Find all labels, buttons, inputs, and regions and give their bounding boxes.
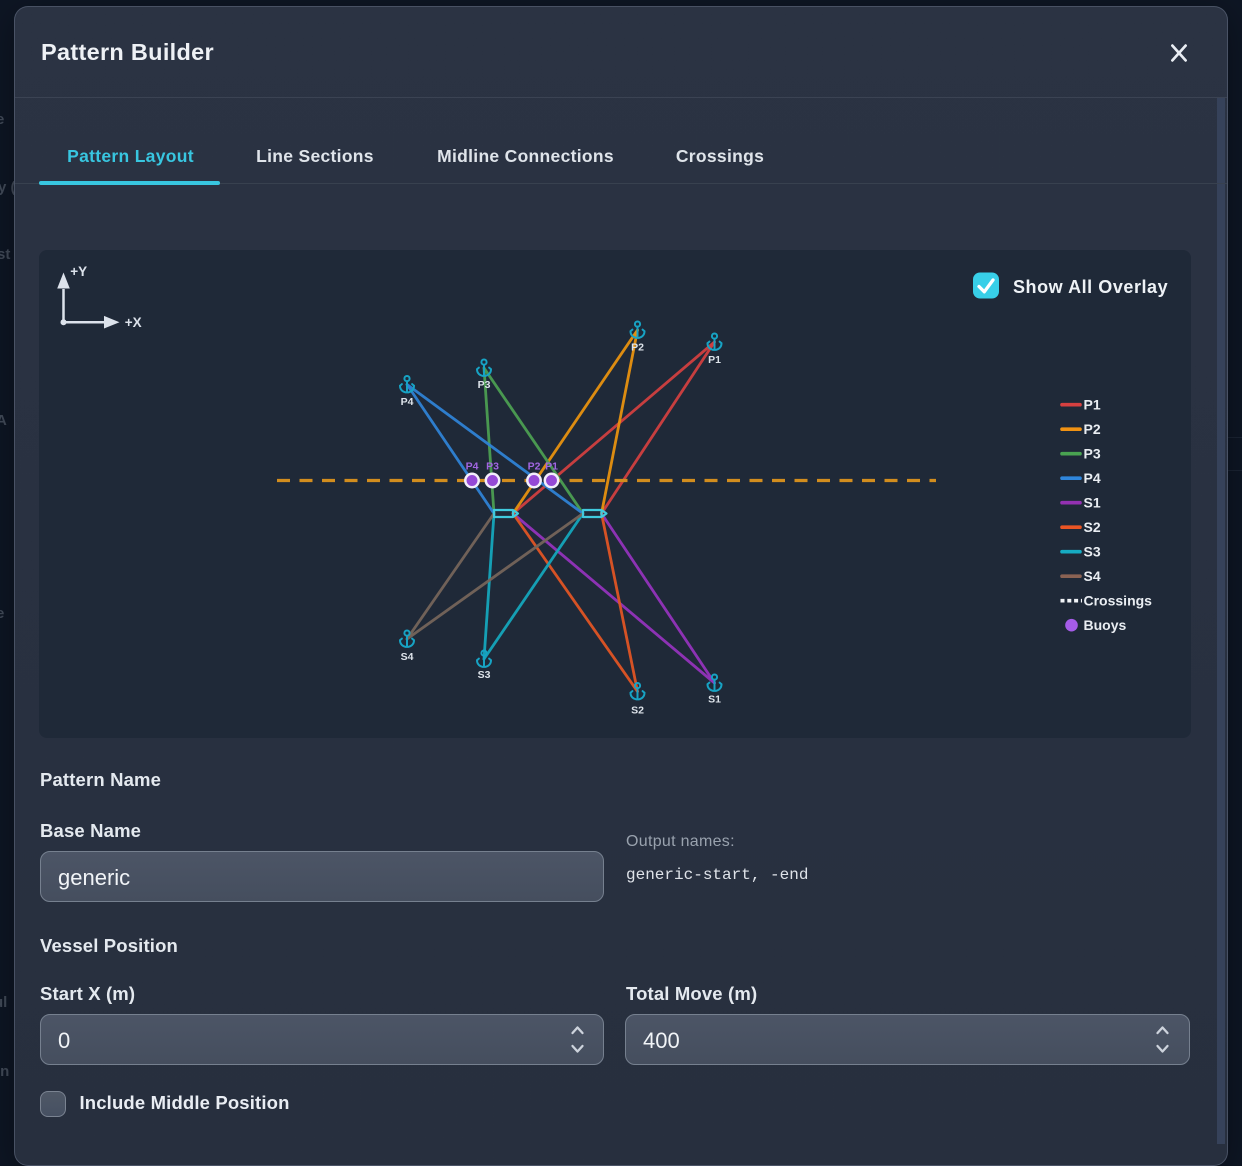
svg-text:+X: +X xyxy=(125,315,142,330)
svg-text:S3: S3 xyxy=(1084,544,1101,560)
svg-text:S2: S2 xyxy=(631,705,644,717)
svg-text:Buoys: Buoys xyxy=(1084,617,1127,633)
svg-text:Show All Overlay: Show All Overlay xyxy=(1013,277,1168,297)
svg-text:P1: P1 xyxy=(1084,397,1101,413)
svg-text:S2: S2 xyxy=(1084,519,1101,535)
svg-text:P2: P2 xyxy=(631,342,644,354)
svg-text:P1: P1 xyxy=(545,461,558,473)
svg-text:Crossings: Crossings xyxy=(1084,593,1153,609)
svg-text:P1: P1 xyxy=(708,354,721,366)
svg-text:+Y: +Y xyxy=(70,264,87,279)
svg-text:S4: S4 xyxy=(401,651,414,663)
svg-text:S1: S1 xyxy=(1084,495,1101,511)
svg-text:P4: P4 xyxy=(401,396,414,408)
svg-text:P3: P3 xyxy=(486,461,499,473)
svg-text:P3: P3 xyxy=(1084,446,1101,462)
svg-text:P2: P2 xyxy=(528,461,541,473)
svg-text:P2: P2 xyxy=(1084,421,1101,437)
svg-text:P4: P4 xyxy=(1084,470,1101,486)
svg-text:S4: S4 xyxy=(1084,568,1101,584)
svg-text:P3: P3 xyxy=(478,379,491,391)
svg-text:S1: S1 xyxy=(708,694,721,706)
svg-text:P4: P4 xyxy=(466,461,479,473)
svg-text:S3: S3 xyxy=(478,669,491,681)
